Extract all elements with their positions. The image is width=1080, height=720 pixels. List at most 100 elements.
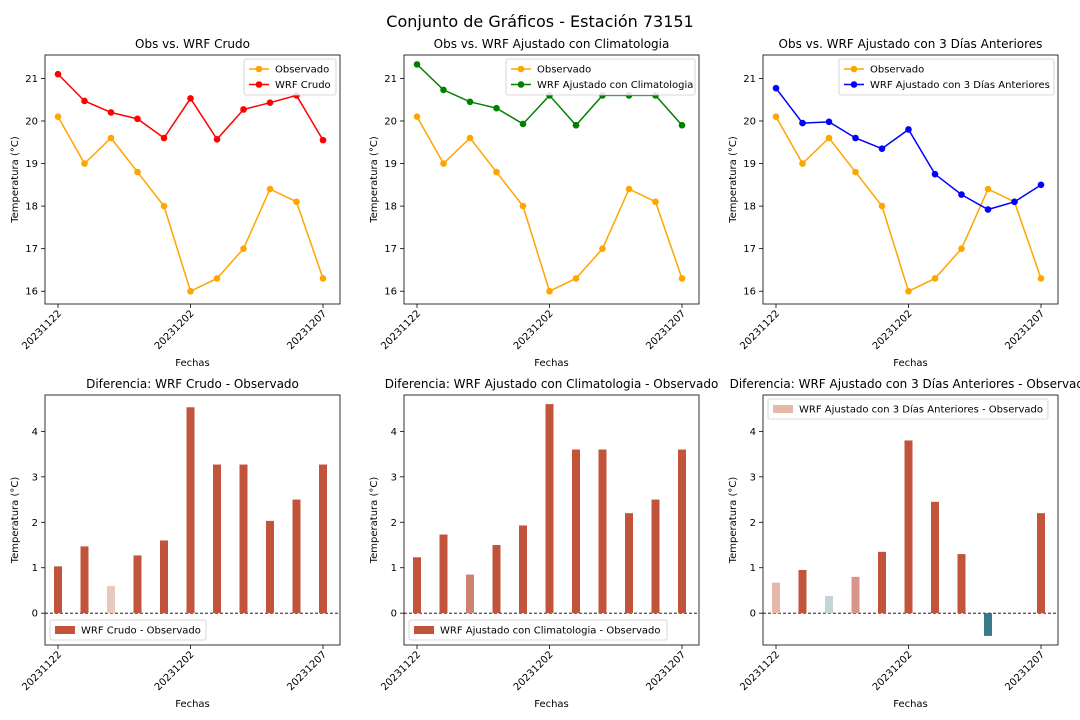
data-point xyxy=(772,113,780,121)
x-tick-label: 20231207 xyxy=(644,649,688,693)
series-line-1 xyxy=(775,116,1042,293)
y-tick-label: 0 xyxy=(32,609,38,620)
x-axis-label: Fechas xyxy=(175,699,210,710)
data-point xyxy=(772,84,780,92)
data-point xyxy=(652,198,659,206)
x-tick-label: 20231207 xyxy=(285,649,329,693)
data-point xyxy=(572,275,580,282)
data-point xyxy=(266,99,274,106)
y-axis-label: Temperatura (°C) xyxy=(728,477,739,565)
legend-patch xyxy=(55,626,75,634)
x-tick-label: 20231202 xyxy=(871,649,915,693)
y-tick-label: 21 xyxy=(743,74,756,85)
bar xyxy=(825,595,833,614)
data-point xyxy=(678,275,686,282)
data-point xyxy=(625,185,633,193)
legend-label: WRF Ajustado con Climatologia xyxy=(537,80,693,91)
legend-label: WRF Ajustado con Climatologia - Observad… xyxy=(440,626,661,637)
data-point xyxy=(1037,275,1045,282)
data-point xyxy=(984,206,992,213)
bar xyxy=(213,464,221,614)
y-tick-label: 19 xyxy=(743,159,756,170)
data-point xyxy=(213,135,221,143)
x-tick-label: 20231207 xyxy=(1003,649,1047,693)
y-tick-label: 16 xyxy=(384,287,397,298)
axes-frame xyxy=(762,394,1059,646)
bar xyxy=(160,540,168,614)
x-axis-label: Fechas xyxy=(534,699,569,710)
data-point xyxy=(678,121,686,129)
x-tick-label: 20231122 xyxy=(738,649,782,693)
chart-title: Diferencia: WRF Ajustado con 3 Días Ante… xyxy=(730,377,1080,391)
series-line-1 xyxy=(57,116,324,293)
data-point xyxy=(466,98,474,106)
chart-panel-6: Diferencia: WRF Ajustado con 3 Días Ante… xyxy=(728,377,1080,710)
legend-label: Observado xyxy=(870,65,924,76)
chart-title: Obs vs. WRF Ajustado con Climatologia xyxy=(434,37,670,51)
chart-panel-3: Obs vs. WRF Ajustado con 3 Días Anterior… xyxy=(728,37,1059,369)
y-tick-label: 19 xyxy=(384,159,397,170)
data-point xyxy=(984,185,992,193)
bar xyxy=(413,557,421,614)
y-tick-label: 3 xyxy=(391,472,397,483)
x-tick-label: 20231122 xyxy=(379,308,423,352)
data-point xyxy=(825,134,833,142)
data-point xyxy=(905,126,912,133)
bar xyxy=(625,513,633,614)
bar xyxy=(292,499,301,614)
data-point xyxy=(240,245,247,252)
chart-panel-5: Diferencia: WRF Ajustado con Climatologi… xyxy=(369,377,718,710)
y-tick-label: 17 xyxy=(743,244,756,255)
bar xyxy=(186,407,195,614)
data-point xyxy=(81,97,88,105)
x-tick-label: 20231202 xyxy=(871,308,915,352)
data-point xyxy=(466,134,474,142)
data-point xyxy=(319,275,327,282)
legend: Observado WRF Crudo xyxy=(243,58,337,96)
data-point xyxy=(878,202,886,210)
y-axis-label: Temperatura (°C) xyxy=(10,136,21,224)
x-tick-label: 20231122 xyxy=(20,308,64,352)
y-tick-label: 3 xyxy=(32,472,38,483)
axes-frame xyxy=(44,394,341,646)
y-tick-label: 20 xyxy=(743,116,756,127)
y-tick-label: 4 xyxy=(391,427,397,438)
chart-title: Diferencia: WRF Ajustado con Climatologi… xyxy=(385,377,719,391)
data-point xyxy=(413,113,421,121)
figure-title: Conjunto de Gráficos - Estación 73151 xyxy=(386,12,693,31)
x-axis-label: Fechas xyxy=(893,358,928,369)
data-point xyxy=(958,191,965,198)
y-tick-label: 2 xyxy=(32,518,38,529)
data-point xyxy=(440,86,447,94)
bar xyxy=(1037,513,1045,614)
data-point xyxy=(187,287,194,295)
data-point xyxy=(852,168,859,176)
bar xyxy=(598,449,607,614)
y-tick-label: 21 xyxy=(25,74,38,85)
data-point xyxy=(519,202,527,210)
axes-frame xyxy=(403,394,700,646)
legend-box xyxy=(243,58,337,96)
data-point xyxy=(107,109,115,116)
x-tick-label: 20231122 xyxy=(379,649,423,693)
y-tick-label: 19 xyxy=(25,159,38,170)
data-point xyxy=(905,287,912,295)
x-tick-label: 20231202 xyxy=(512,308,556,352)
bar xyxy=(519,525,527,614)
series-line-2 xyxy=(775,87,1042,211)
x-tick-label: 20231122 xyxy=(20,649,64,693)
bar xyxy=(319,464,327,614)
data-point xyxy=(187,95,194,102)
bar xyxy=(80,546,89,614)
legend: Observado WRF Ajustado con Climatologia xyxy=(505,58,696,96)
bar xyxy=(107,585,115,614)
data-point xyxy=(493,168,500,176)
bar xyxy=(239,464,248,614)
y-tick-label: 4 xyxy=(750,427,756,438)
data-point xyxy=(958,245,965,252)
legend-label: Observado xyxy=(275,65,329,76)
legend-label: Observado xyxy=(537,65,591,76)
bar xyxy=(133,555,142,614)
bar xyxy=(678,449,686,614)
legend: Observado WRF Ajustado con 3 Días Anterio… xyxy=(838,58,1055,96)
